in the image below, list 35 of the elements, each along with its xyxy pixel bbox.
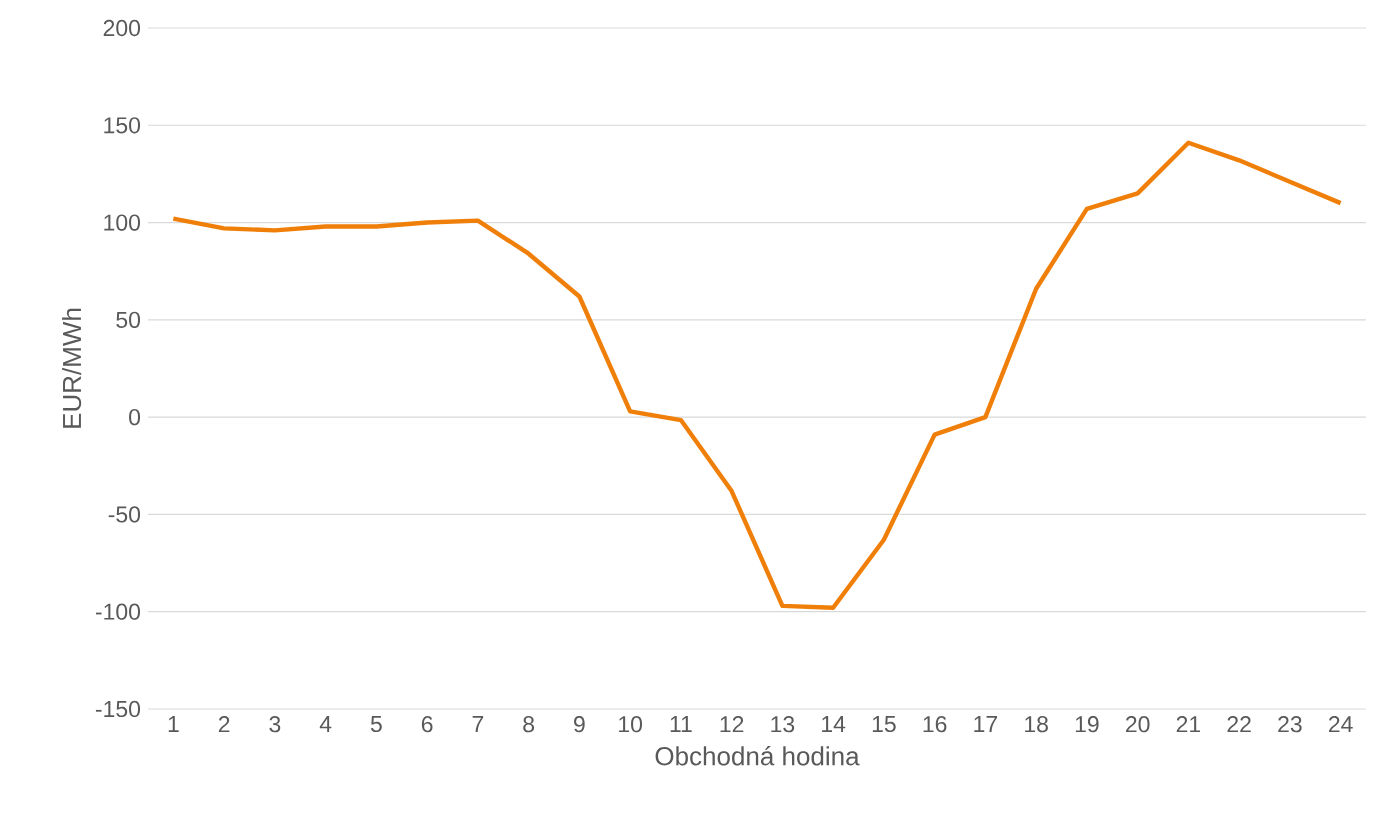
x-tick-label: 2 <box>218 716 230 733</box>
x-tick-label: 13 <box>771 716 795 733</box>
x-tick-label: 11 <box>670 716 692 732</box>
y-tick-label: -100 <box>95 603 141 620</box>
y-tick-label: -150 <box>95 700 141 718</box>
x-tick-label: 20 <box>1126 716 1150 733</box>
x-tick-label: 22 <box>1227 716 1251 733</box>
x-tick-label: 8 <box>523 716 535 733</box>
x-tick-label: 1 <box>168 716 179 732</box>
x-tick-label: 9 <box>574 716 585 733</box>
x-tick-label: 15 <box>872 716 896 733</box>
x-tick-label: 16 <box>923 716 947 733</box>
x-tick-label: 24 <box>1329 716 1353 733</box>
x-tick-label: 19 <box>1075 716 1099 733</box>
line-series <box>171 140 1343 611</box>
x-tick-label: 4 <box>319 716 332 732</box>
y-tick-label: 0 <box>129 408 141 426</box>
x-tick-label: 5 <box>370 716 382 733</box>
x-tick-label: 12 <box>720 716 744 733</box>
y-tick-label: 100 <box>104 214 141 231</box>
x-tick-label: 23 <box>1278 716 1302 733</box>
x-tick-label: 18 <box>1025 716 1048 733</box>
x-tick-label: 17 <box>974 716 998 732</box>
y-axis-title: EUR/MWh <box>62 308 82 428</box>
x-tick-label: 3 <box>269 716 281 733</box>
x-tick-label: 6 <box>421 716 433 733</box>
x-tick-label: 7 <box>472 716 484 732</box>
y-tick-label: 150 <box>104 117 141 134</box>
y-tick-label: 50 <box>116 311 141 328</box>
x-tick-label: 14 <box>822 716 846 732</box>
x-axis-title: Obchodná hodina <box>655 746 860 766</box>
y-tick-label: -50 <box>108 506 141 523</box>
x-tick-label: 21 <box>1176 716 1201 733</box>
x-tick-label: 10 <box>619 716 643 733</box>
y-tick-label: 200 <box>103 19 141 37</box>
